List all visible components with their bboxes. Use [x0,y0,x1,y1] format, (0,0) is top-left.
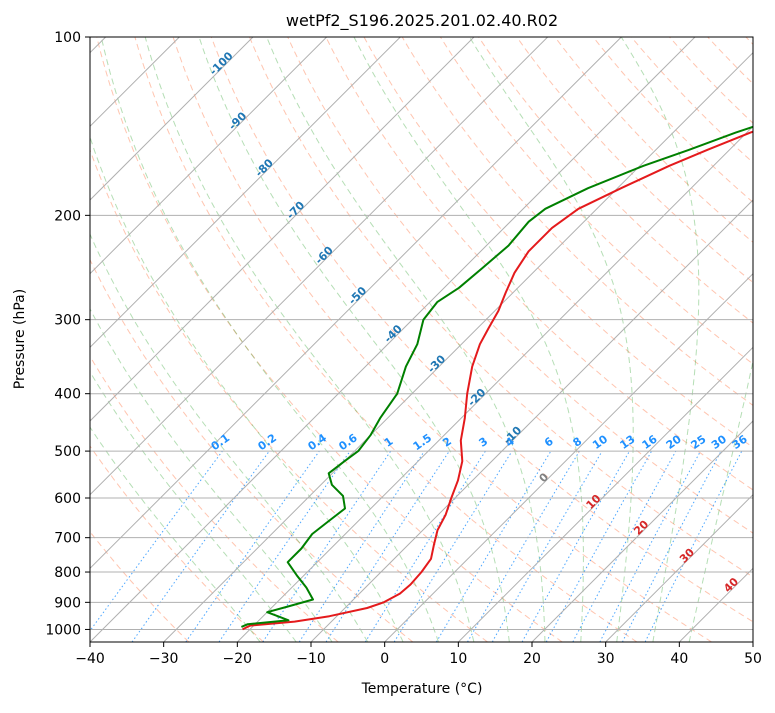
isotherm-gridline [385,37,775,642]
isotherm-gridline [0,37,253,642]
isotherm-gridline [753,37,775,642]
isotherm-label: 30 [677,545,697,565]
mixing-ratio-label: 30 [709,432,729,452]
dry-adiabat [708,37,775,642]
isotherm-label: -70 [284,198,307,221]
isotherm-gridline [532,37,775,642]
y-axis-title: Pressure (hPa) [12,289,28,389]
isotherm-gridline [237,37,775,642]
y-tick-label: 900 [54,595,81,611]
mixing-ratio-line [436,451,551,642]
dry-adiabat [0,37,338,642]
y-tick-label: 200 [54,208,81,224]
x-tick-label: 20 [523,651,541,667]
mixing-ratio-label: 1.5 [411,431,434,453]
x-tick-label: −30 [149,651,179,667]
x-tick-label: 0 [380,651,389,667]
mixing-ratio-label: 0.2 [256,431,279,453]
isotherm-gridline [311,37,775,642]
x-tick-label: 50 [744,651,762,667]
isotherm-label: -90 [226,109,249,132]
isotherm-label: -50 [346,284,369,307]
y-tick-label: 400 [54,387,81,403]
mixing-ratio-line [546,451,651,642]
mixing-ratio-label: 36 [730,432,750,452]
y-tick-label: 600 [54,491,81,507]
dry-adiabat [288,37,775,642]
mixing-ratio-label: 25 [688,433,708,452]
mixing-ratio-label: 16 [640,432,660,452]
isotherm-label: -30 [425,352,448,375]
moist-adiabat [33,37,368,642]
x-tick-label: −20 [223,651,253,667]
mixing-ratio-label: 10 [590,432,610,452]
y-tick-label: 100 [54,30,81,46]
isotherm-gridline [679,37,775,642]
y-tick-label: 700 [54,531,81,547]
isotherm-label: 40 [721,575,741,595]
mixing-ratio-line [82,451,223,642]
mixing-ratio-line [263,451,391,642]
isotherm-gridline [0,37,327,642]
mixing-ratio-label: 1 [382,435,396,450]
mixing-ratio-label: 13 [617,433,637,452]
x-tick-label: 10 [449,651,467,667]
y-tick-label: 1000 [45,622,81,638]
isotherm-label: 10 [584,492,604,512]
dry-adiabat [555,37,775,642]
dry-adiabat [0,37,264,642]
dry-adiabat [517,37,775,642]
mixing-ratio-label: 8 [571,435,585,450]
y-tick-label: 800 [54,565,81,581]
isotherm-gridline [0,37,400,642]
mixing-ratio-line [365,451,485,642]
isotherm-gridline [458,37,775,642]
isotherm-label: -80 [253,156,276,179]
mixing-ratio-line [573,451,676,642]
x-tick-label: −40 [75,651,105,667]
x-tick-label: 40 [670,651,688,667]
isotherm-gridline [164,37,769,642]
chart-title: wetPf2_S196.2025.201.02.40.R02 [286,11,558,31]
isotherm-gridline [16,37,621,642]
x-axis-title: Temperature (°C) [361,681,483,697]
moist-adiabat [689,37,775,642]
x-tick-label: 30 [597,651,615,667]
y-tick-label: 300 [54,313,81,329]
isotherm-label: -40 [382,322,405,345]
moist-adiabat [470,37,634,642]
mixing-ratio-label: 20 [664,432,684,452]
moist-adiabat [5,37,332,642]
dry-adiabat [20,37,413,642]
moist-adiabat [0,37,260,642]
mixing-ratio-label: 6 [542,435,556,450]
isotherm-label: -100 [207,49,236,78]
dry-adiabat [0,37,189,642]
mixing-ratio-line [600,451,701,642]
mixing-ratio-label: 0.1 [209,431,232,453]
y-tick-label: 500 [54,444,81,460]
x-tick-label: −10 [296,651,326,667]
mixing-ratio-label: 3 [477,435,491,450]
isotherm-label: 20 [631,517,651,537]
isotherm-label: -10 [501,424,524,447]
dry-adiabat [59,37,488,642]
mixing-ratio-line [299,451,424,642]
dry-adiabat [440,37,775,642]
